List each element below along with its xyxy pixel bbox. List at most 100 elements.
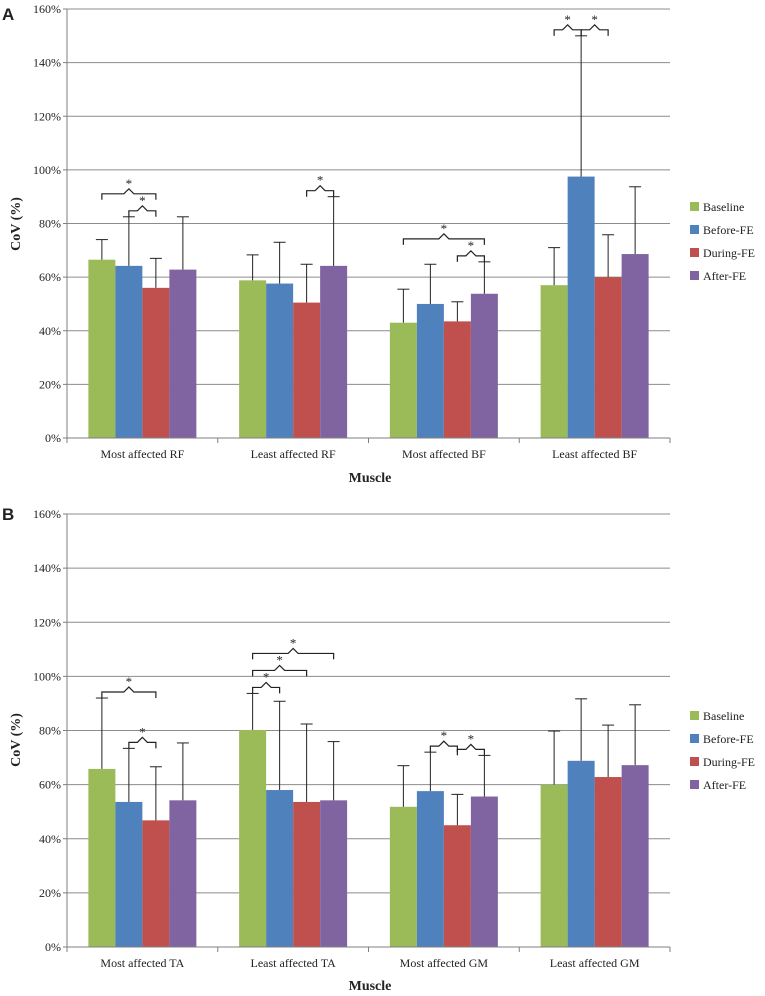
panel-a-errorbar-before-fe-0 bbox=[122, 216, 135, 266]
panel-a-bar-after-fe-3 bbox=[621, 254, 649, 438]
panel-b-legend-swatch-baseline bbox=[690, 711, 699, 720]
panel-a-bar-before-fe-3 bbox=[567, 176, 595, 438]
panel-b-errorbar-during-fe-3 bbox=[602, 724, 615, 778]
panel-b-errorbar-before-fe-2 bbox=[424, 751, 437, 792]
panel-b-errorbar-after-fe-1 bbox=[327, 741, 340, 801]
panel-b-errorbar-baseline-2 bbox=[397, 765, 410, 807]
panel-b-letter: B bbox=[2, 505, 14, 524]
panel-a-errorbar-during-fe-0 bbox=[149, 257, 162, 288]
panel-a-category-label-0: Most affected RF bbox=[100, 447, 184, 461]
panel-a-significance-star-3: * bbox=[441, 221, 448, 236]
panel-b-ytick-label-80: 80% bbox=[39, 724, 61, 738]
panel-a-legend-label-after-fe: After-FE bbox=[703, 269, 746, 283]
panel-a-ylabel: CoV (%) bbox=[9, 197, 24, 251]
panel-a-letter: A bbox=[2, 5, 14, 24]
panel-b-significance-bracket-4: * bbox=[252, 635, 335, 660]
panel-a-ytick-label-160: 160% bbox=[33, 2, 61, 16]
panel-b-significance-bracket-6: * bbox=[456, 731, 485, 756]
panel-b-errorbar-baseline-3 bbox=[548, 730, 561, 785]
panel-b-legend-swatch-before-fe bbox=[690, 734, 699, 743]
panel-b-legend-swatch-during-fe bbox=[690, 757, 699, 766]
panel-a-significance-star-5: * bbox=[564, 12, 571, 27]
panel-b-legend-label-before-fe: Before-FE bbox=[703, 732, 754, 746]
panel-b-significance-bracket-3: * bbox=[252, 652, 308, 677]
panel-b-errorbar-during-fe-2 bbox=[451, 793, 464, 826]
panel-a-bar-before-fe-2 bbox=[416, 303, 444, 438]
panel-b-errorbar-before-fe-0 bbox=[122, 747, 135, 802]
panel-a-bar-during-fe-2 bbox=[443, 321, 471, 438]
panel-b-significance-star-6: * bbox=[468, 731, 475, 746]
panel-a-errorbar-baseline-3 bbox=[548, 247, 561, 286]
panel-a-legend-swatch-after-fe bbox=[690, 271, 699, 280]
panel-a-bar-during-fe-1 bbox=[293, 302, 321, 438]
panel-a-errorbar-after-fe-2 bbox=[478, 261, 491, 294]
panel-a-significance-star-6: * bbox=[591, 12, 598, 27]
panel-b-xlabel: Muscle bbox=[349, 979, 392, 994]
panel-a-legend-swatch-before-fe bbox=[690, 225, 699, 234]
panel-b-ytick-label-100: 100% bbox=[33, 669, 61, 683]
panel-b-errorbar-after-fe-3 bbox=[629, 704, 642, 766]
panel-b-significance-star-3: * bbox=[276, 652, 283, 667]
panel-a-ytick-label-20: 20% bbox=[39, 377, 61, 391]
panel-a-bar-baseline-2 bbox=[389, 322, 417, 438]
panel-b-bar-before-fe-3 bbox=[567, 760, 595, 947]
panel-a-category-label-2: Most affected BF bbox=[402, 447, 486, 461]
panel-a-bar-before-fe-0 bbox=[115, 265, 143, 438]
panel-b-bar-baseline-2 bbox=[389, 806, 417, 947]
panel-a-bar-baseline-0 bbox=[88, 259, 116, 438]
panel-a-significance-star-1: * bbox=[139, 193, 146, 208]
panel-b-category-label-3: Least affected GM bbox=[550, 956, 640, 970]
panel-b-legend-item-baseline: Baseline bbox=[690, 709, 744, 723]
panel-a-ytick-label-100: 100% bbox=[33, 163, 61, 177]
panel-b-ytick-label-40: 40% bbox=[39, 832, 61, 846]
panel-b-bar-during-fe-3 bbox=[594, 777, 622, 947]
panel-a-category-label-1: Least affected RF bbox=[251, 447, 336, 461]
panel-b-chart: B * * * * * * * 0% 20% 40% 60% 80% 100% 120% 140% 160%… bbox=[2, 505, 755, 994]
panel-b-legend-label-after-fe: After-FE bbox=[703, 778, 746, 792]
panel-a-legend-item-baseline: Baseline bbox=[690, 200, 744, 214]
panel-a-significance-bracket-5: * bbox=[553, 12, 582, 36]
panel-b-category-label-1: Least affected TA bbox=[251, 956, 337, 970]
panel-a-xlabel: Muscle bbox=[349, 471, 392, 486]
panel-a-significance-bracket-0: * bbox=[101, 176, 157, 200]
panel-b-ylabel: CoV (%) bbox=[9, 713, 24, 767]
panel-b-legend: Baseline Before-FE During-FE After-FE bbox=[690, 709, 755, 792]
panel-b-legend-item-during-fe: During-FE bbox=[690, 755, 755, 769]
panel-b-legend-swatch-after-fe bbox=[690, 780, 699, 789]
panel-b-bar-after-fe-0 bbox=[169, 800, 197, 947]
panel-a-legend-item-before-fe: Before-FE bbox=[690, 223, 754, 237]
panel-a-legend-label-baseline: Baseline bbox=[703, 200, 744, 214]
panel-a-bar-after-fe-0 bbox=[169, 269, 197, 438]
panel-a-significance-star-2: * bbox=[317, 173, 324, 188]
panel-b-bar-during-fe-0 bbox=[142, 820, 170, 947]
panel-a-bar-after-fe-2 bbox=[470, 293, 498, 438]
panel-b-bar-baseline-1 bbox=[239, 729, 267, 947]
panel-a-errorbar-baseline-0 bbox=[95, 239, 108, 260]
panel-a-ytick-label-60: 60% bbox=[39, 270, 61, 284]
panel-a-legend-swatch-baseline bbox=[690, 202, 699, 211]
panel-b-errorbar-during-fe-0 bbox=[149, 766, 162, 821]
panel-b-ytick-label-0: 0% bbox=[45, 940, 61, 954]
panel-a-bar-baseline-3 bbox=[540, 285, 568, 438]
panel-a-ytick-label-80: 80% bbox=[39, 217, 61, 231]
panel-b-legend-label-baseline: Baseline bbox=[703, 709, 744, 723]
panel-a-legend-label-before-fe: Before-FE bbox=[703, 223, 754, 237]
panel-a-ytick-label-120: 120% bbox=[33, 109, 61, 123]
panel-a-legend-item-during-fe: During-FE bbox=[690, 246, 755, 260]
panel-a-errorbar-before-fe-2 bbox=[424, 263, 437, 304]
panel-b-bar-baseline-0 bbox=[88, 768, 116, 947]
panel-b-ytick-label-20: 20% bbox=[39, 886, 61, 900]
panel-b-errorbar-baseline-1 bbox=[246, 692, 259, 730]
panel-b-bar-before-fe-1 bbox=[266, 790, 294, 947]
panel-b-category-label-2: Most affected GM bbox=[400, 956, 489, 970]
panel-b-errorbar-after-fe-2 bbox=[478, 754, 491, 797]
panel-b-significance-star-4: * bbox=[290, 635, 297, 650]
panel-b-significance-bracket-2: * bbox=[252, 669, 281, 694]
panel-a-category-label-3: Least affected BF bbox=[552, 447, 637, 461]
panel-b-significance-star-1: * bbox=[139, 724, 146, 739]
panel-a-errorbar-after-fe-1 bbox=[327, 196, 340, 266]
panel-b-errorbar-before-fe-3 bbox=[575, 698, 588, 761]
panel-b-significance-star-5: * bbox=[441, 728, 448, 743]
panel-b-errorbar-during-fe-1 bbox=[300, 723, 313, 802]
panel-b-errorbar-before-fe-1 bbox=[273, 700, 286, 791]
